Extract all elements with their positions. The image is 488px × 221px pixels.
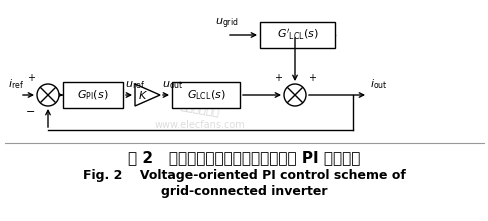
Circle shape: [37, 84, 59, 106]
Text: 图 2   并网逆变器基于电网电压定向的 PI 控制框图: 图 2 并网逆变器基于电网电压定向的 PI 控制框图: [128, 151, 360, 166]
Bar: [260, 22, 334, 48]
Circle shape: [284, 84, 305, 106]
Text: +: +: [27, 73, 35, 83]
Text: Fig. 2    Voltage-oriented PI control scheme of: Fig. 2 Voltage-oriented PI control schem…: [83, 168, 405, 181]
Text: +: +: [273, 73, 282, 83]
Text: +: +: [307, 73, 315, 83]
Polygon shape: [135, 84, 160, 106]
Text: $G'_{\mathrm{LCL}}(s)$: $G'_{\mathrm{LCL}}(s)$: [276, 28, 318, 42]
Text: grid-connected inverter: grid-connected inverter: [161, 185, 327, 198]
Text: 电子发烧友网: 电子发烧友网: [179, 102, 220, 118]
Text: www.elecfans.com: www.elecfans.com: [154, 120, 245, 130]
Text: $u_{\mathrm{out}}$: $u_{\mathrm{out}}$: [162, 79, 183, 91]
Bar: [172, 82, 240, 108]
Text: $G_{\mathrm{PI}}(s)$: $G_{\mathrm{PI}}(s)$: [77, 88, 108, 102]
Bar: [63, 82, 123, 108]
Text: $i_{\mathrm{out}}$: $i_{\mathrm{out}}$: [369, 77, 387, 91]
Text: $K$: $K$: [138, 89, 148, 101]
Text: $u_{\mathrm{ref}}$: $u_{\mathrm{ref}}$: [125, 79, 144, 91]
Text: $G_{\mathrm{LCL}}(s)$: $G_{\mathrm{LCL}}(s)$: [186, 88, 225, 102]
Text: −: −: [25, 107, 35, 117]
Text: $i_{\mathrm{ref}}$: $i_{\mathrm{ref}}$: [8, 77, 24, 91]
Text: $u_{\mathrm{grid}}$: $u_{\mathrm{grid}}$: [215, 17, 238, 31]
